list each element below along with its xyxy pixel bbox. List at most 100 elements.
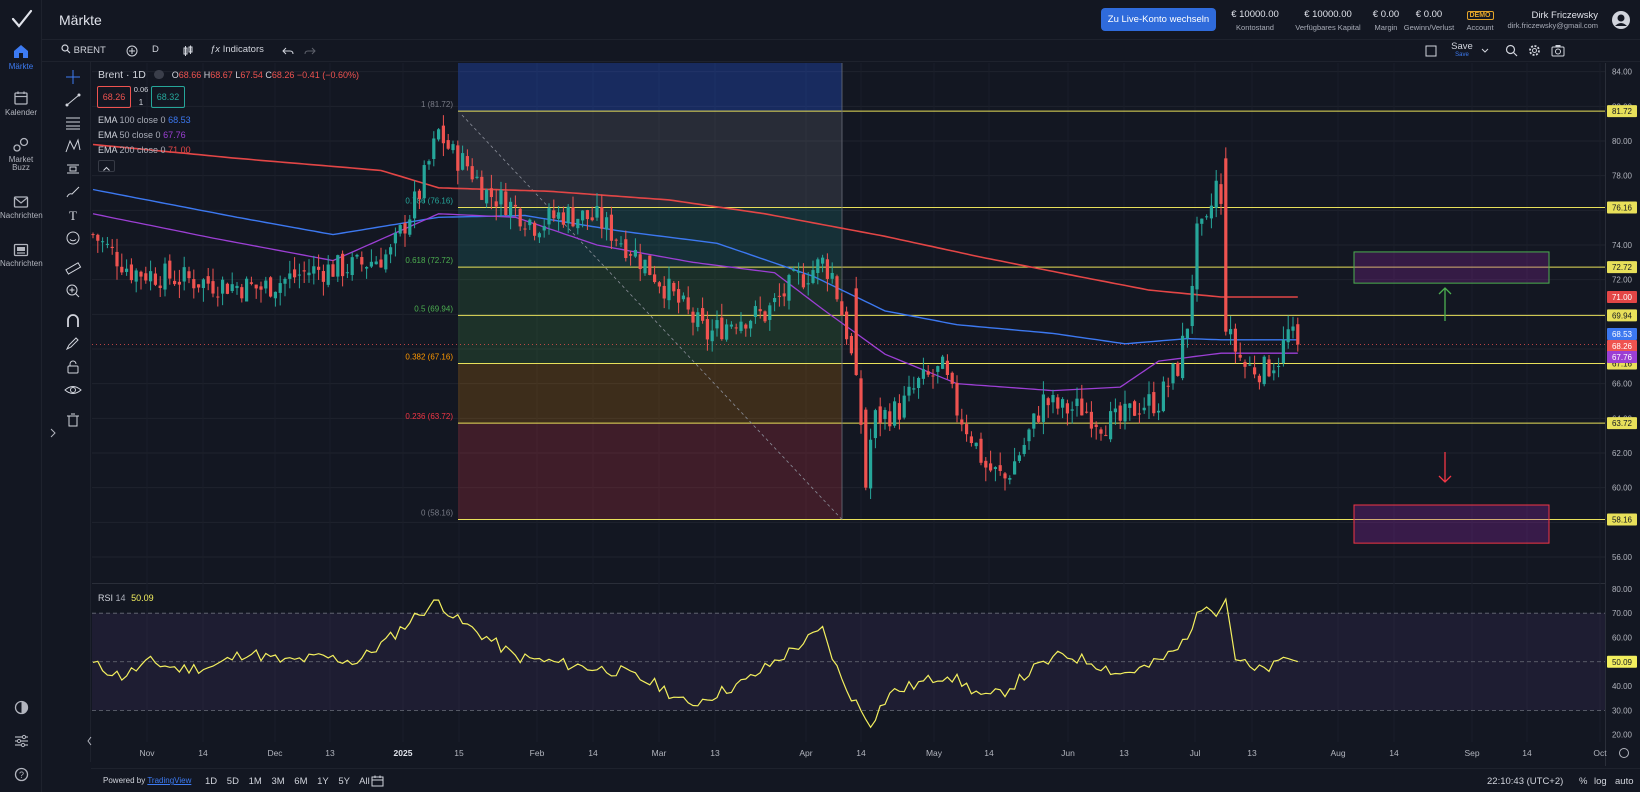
sliders-icon[interactable] bbox=[14, 733, 29, 748]
price-axis[interactable]: 84.0082.0080.0078.0076.0074.0072.0070.00… bbox=[1606, 63, 1640, 768]
candle-body bbox=[1003, 473, 1007, 479]
candle-body bbox=[1190, 285, 1194, 327]
candle-body bbox=[701, 308, 705, 321]
candle-body bbox=[125, 268, 129, 272]
interval-button[interactable]: D bbox=[152, 44, 159, 55]
time-tick-label: 2025 bbox=[394, 748, 413, 758]
zoom-in-icon[interactable] bbox=[64, 283, 82, 299]
candle-body bbox=[518, 208, 522, 227]
mail-icon bbox=[13, 196, 29, 208]
candle-body bbox=[1277, 365, 1281, 367]
range-5y[interactable]: 5Y bbox=[338, 776, 351, 787]
trash-icon[interactable] bbox=[64, 412, 82, 428]
indicators-label: Indicators bbox=[222, 44, 264, 55]
legend-symbol[interactable]: Brent · 1D bbox=[98, 69, 146, 81]
quantity-value[interactable]: 1 bbox=[138, 98, 144, 107]
candle-body bbox=[513, 204, 517, 207]
fib-zone bbox=[458, 423, 842, 520]
redo-icon[interactable] bbox=[304, 45, 316, 57]
quick-search-icon[interactable] bbox=[1505, 44, 1518, 57]
candle-body bbox=[182, 267, 186, 282]
candle-body bbox=[950, 372, 954, 384]
pencil-lock-icon[interactable] bbox=[64, 336, 82, 352]
low-value: 67.54 bbox=[240, 70, 263, 80]
tradingview-link[interactable]: TradingView bbox=[147, 776, 192, 785]
symbol-search-button[interactable]: BRENT bbox=[61, 44, 106, 56]
candle-body bbox=[734, 327, 738, 329]
ema200-legend[interactable]: EMA 200 close 0 71.00 bbox=[98, 145, 191, 155]
undo-icon[interactable] bbox=[282, 45, 294, 57]
switch-to-live-button[interactable]: Zu Live-Konto wechseln bbox=[1101, 8, 1216, 31]
emoji-icon[interactable] bbox=[64, 230, 82, 246]
range-all[interactable]: All bbox=[359, 776, 370, 787]
candle-body bbox=[1137, 413, 1141, 415]
range-5d[interactable]: 5D bbox=[226, 776, 239, 787]
date-range-icon[interactable] bbox=[371, 775, 384, 787]
candle-body bbox=[744, 324, 748, 329]
expand-toolbar-icon[interactable] bbox=[50, 428, 56, 438]
avatar-icon[interactable] bbox=[1611, 10, 1631, 30]
price-tick-label: 66.00 bbox=[1612, 380, 1633, 389]
magnet-icon[interactable] bbox=[64, 313, 82, 329]
fib-retracement[interactable]: 1 (81.72) 0.786 (76.16) 0.618 (72.72) 0.5 (… bbox=[405, 63, 1605, 521]
clock[interactable]: 22:10:43 (UTC+2) bbox=[1487, 776, 1564, 787]
time-tick-label: 13 bbox=[1119, 748, 1129, 758]
moving-averages bbox=[92, 143, 1605, 392]
indicators-button[interactable]: ƒx Indicators bbox=[210, 44, 264, 55]
candle-body bbox=[1133, 401, 1137, 416]
ema50-legend[interactable]: EMA 50 close 0 67.76 bbox=[98, 130, 186, 140]
range-1m[interactable]: 1M bbox=[248, 776, 262, 787]
sell-button[interactable]: 68.26 bbox=[97, 86, 131, 108]
collapse-legend-button[interactable] bbox=[98, 160, 115, 172]
fib-retracement-icon[interactable] bbox=[64, 115, 82, 131]
help-icon[interactable]: ? bbox=[14, 767, 29, 782]
range-1d[interactable]: 1D bbox=[205, 776, 218, 787]
sidebar-item-news-2[interactable]: Nachrichten bbox=[0, 243, 43, 268]
eye-icon[interactable] bbox=[64, 382, 82, 398]
candle-body bbox=[201, 279, 205, 289]
lock-icon[interactable] bbox=[64, 359, 82, 375]
buy-button[interactable]: 68.32 bbox=[151, 86, 185, 108]
candle-body bbox=[1209, 205, 1213, 219]
pattern-icon[interactable] bbox=[64, 138, 82, 154]
trend-line-icon[interactable] bbox=[64, 92, 82, 108]
eye-toggle-icon[interactable] bbox=[153, 70, 164, 79]
range-1y[interactable]: 1Y bbox=[317, 776, 329, 787]
arrow-down-icon bbox=[1438, 452, 1452, 483]
ema100-legend[interactable]: EMA 100 close 0 68.53 bbox=[98, 115, 191, 125]
layout-icon[interactable] bbox=[1425, 45, 1437, 57]
crosshair-icon[interactable] bbox=[64, 69, 82, 85]
sidebar-item-news[interactable]: Nachrichten bbox=[0, 195, 43, 220]
app-logo-icon[interactable] bbox=[11, 9, 33, 29]
brush-icon[interactable] bbox=[64, 184, 82, 200]
range-3m[interactable]: 3M bbox=[271, 776, 285, 787]
chevron-down-icon[interactable] bbox=[1481, 47, 1489, 55]
rsi-period: 14 bbox=[115, 593, 126, 603]
auto-toggle[interactable]: auto bbox=[1615, 776, 1634, 787]
target-boxes[interactable] bbox=[1353, 251, 1550, 544]
log-toggle[interactable]: log bbox=[1594, 776, 1607, 787]
compare-add-icon[interactable] bbox=[126, 45, 138, 57]
gear-icon[interactable] bbox=[1528, 44, 1541, 57]
account-type[interactable]: DEMO Account bbox=[1460, 9, 1500, 32]
range-6m[interactable]: 6M bbox=[294, 776, 308, 787]
camera-icon[interactable] bbox=[1551, 44, 1565, 57]
time-axis[interactable]: Nov 14 Dec 13 2025 15 Feb 14 Mar 13 Apr 14 May 14 Jun 1… bbox=[87, 736, 1629, 758]
time-tick-label: 14 bbox=[856, 748, 866, 758]
sidebar-item-label: Nachrichten bbox=[0, 211, 43, 220]
prediction-icon[interactable] bbox=[64, 161, 82, 177]
candle-body bbox=[998, 465, 1002, 471]
margin-value: € 0.00 bbox=[1372, 9, 1400, 20]
percent-toggle[interactable]: % bbox=[1579, 776, 1588, 787]
save-button[interactable]: Save Save bbox=[1450, 41, 1474, 58]
theme-toggle-icon[interactable] bbox=[14, 700, 29, 715]
text-icon[interactable]: T bbox=[64, 207, 82, 223]
candles-icon[interactable] bbox=[182, 45, 194, 57]
user-name[interactable]: Dirk Friczewsky bbox=[1531, 10, 1599, 21]
sidebar-item-market-buzz[interactable]: Market Buzz bbox=[4, 137, 38, 173]
sidebar-item-markets[interactable]: Märkte bbox=[0, 43, 42, 71]
rsi-legend[interactable]: RSI 14 50.09 bbox=[98, 593, 154, 603]
sidebar-item-calendar[interactable]: Kalender bbox=[0, 90, 42, 117]
ruler-icon[interactable] bbox=[64, 260, 82, 276]
